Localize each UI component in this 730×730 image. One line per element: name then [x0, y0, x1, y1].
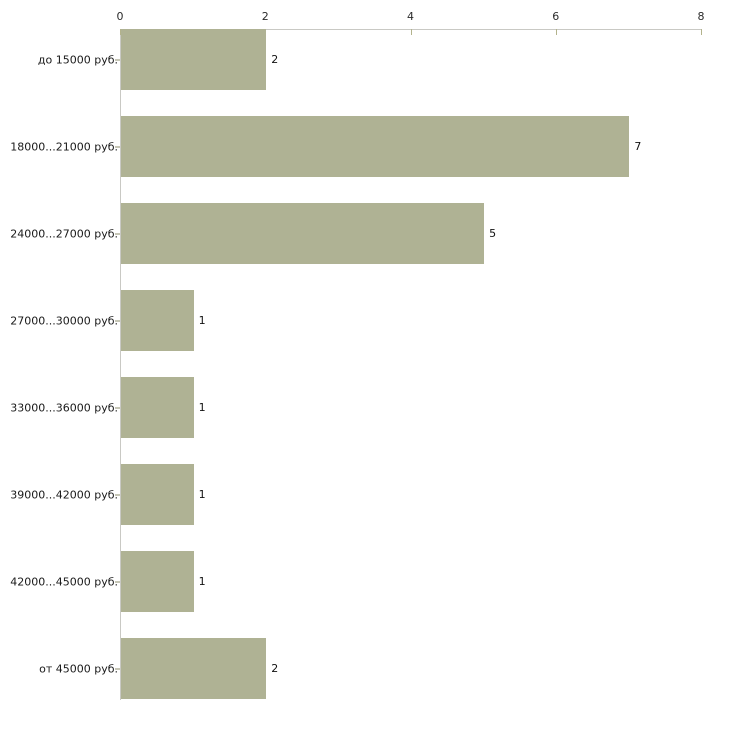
y-tick-4: [115, 407, 120, 408]
y-axis-line: [120, 29, 121, 700]
y-tick-6: [115, 581, 120, 582]
category-label-3: 27000...30000 руб.: [10, 314, 118, 327]
bar-value-label-6: 1: [198, 574, 206, 588]
bar-value-label-1: 7: [634, 139, 642, 153]
x-tick-label-0: 0: [116, 10, 124, 23]
category-label-7: от 45000 руб.: [39, 662, 118, 675]
category-label-1: 18000...21000 руб.: [10, 140, 118, 153]
bar-6[interactable]: [121, 551, 194, 612]
bar-3[interactable]: [121, 290, 194, 351]
x-tick-label-8: 8: [697, 10, 705, 23]
x-tick-label-6: 6: [552, 10, 560, 23]
bar-4[interactable]: [121, 377, 194, 438]
bar-7[interactable]: [121, 638, 267, 699]
y-tick-3: [115, 320, 120, 321]
x-tick-4: [410, 29, 412, 35]
bar-5[interactable]: [121, 464, 194, 525]
bar-value-label-3: 1: [198, 313, 206, 327]
y-tick-2: [115, 233, 120, 234]
bar-value-label-2: 5: [489, 226, 497, 240]
category-label-6: 42000...45000 руб.: [10, 575, 118, 588]
category-label-2: 24000...27000 руб.: [10, 227, 118, 240]
bar-value-label-4: 1: [198, 400, 206, 414]
x-tick-8: [701, 29, 702, 35]
x-tick-6: [555, 29, 557, 35]
bar-value-label-5: 1: [198, 487, 206, 501]
y-tick-7: [115, 668, 120, 669]
y-tick-5: [115, 494, 120, 495]
category-label-4: 33000...36000 руб.: [10, 401, 118, 414]
y-tick-0: [115, 59, 120, 60]
x-tick-label-4: 4: [407, 10, 414, 23]
category-label-5: 39000...42000 руб.: [10, 488, 118, 501]
bar-value-label-0: 2: [271, 52, 279, 66]
bar-1[interactable]: [121, 116, 630, 177]
bar-2[interactable]: [121, 203, 485, 264]
y-tick-1: [115, 146, 120, 147]
x-tick-label-2: 2: [261, 10, 269, 23]
x-tick-0: [120, 29, 121, 35]
category-label-0: до 15000 руб.: [37, 53, 118, 66]
bar-value-label-7: 2: [271, 661, 279, 675]
bar-0[interactable]: [121, 29, 267, 90]
